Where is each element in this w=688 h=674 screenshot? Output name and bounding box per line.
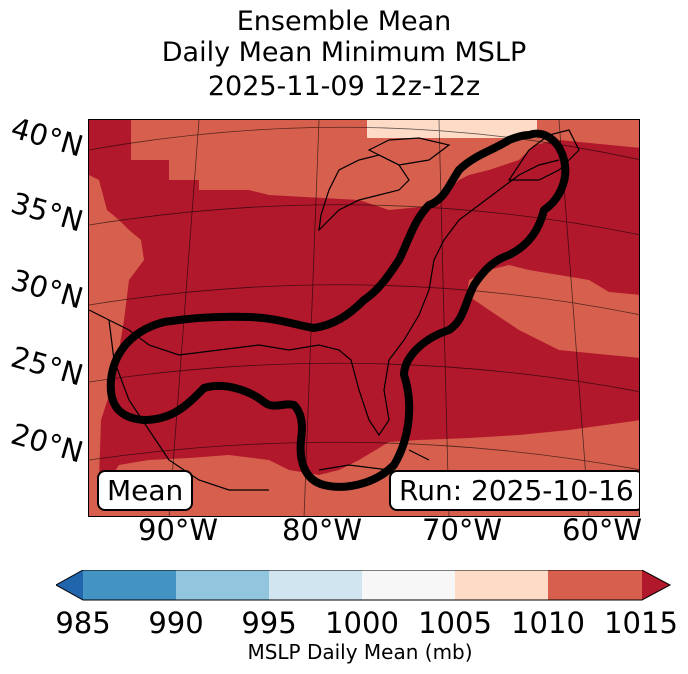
lon-label-70w: 70°W <box>422 513 503 547</box>
colorbar-segment-1010-1015 <box>548 570 642 600</box>
colorbar-label: MSLP Daily Mean (mb) <box>247 640 473 664</box>
title-line-3: 2025-11-09 12z-12z <box>207 71 481 102</box>
colorbar-tick-990: 990 <box>148 606 204 640</box>
pressure-field-1005-1010 <box>367 120 537 138</box>
colorbar-tick-1015: 1015 <box>604 606 678 640</box>
colorbar <box>56 570 672 601</box>
lat-label-30n: 30°N <box>7 262 87 316</box>
run-label-box: Run: 2025-10-16 <box>389 470 639 511</box>
colorbar-tick-995: 995 <box>241 606 297 640</box>
lat-label-25n: 25°N <box>7 339 87 393</box>
colorbar-segment-985-990 <box>83 570 176 600</box>
colorbar-tick-1000: 1000 <box>325 606 399 640</box>
colorbar-segment-995-1000 <box>269 570 362 600</box>
colorbar-tick-985: 985 <box>55 606 111 640</box>
colorbar-extend-high <box>642 570 670 600</box>
map-panel: Mean Run: 2025-10-16 <box>88 119 640 517</box>
map-canvas <box>89 120 639 516</box>
colorbar-tick-1010: 1010 <box>511 606 585 640</box>
lon-label-80w: 80°W <box>282 513 363 547</box>
mean-label-box: Mean <box>97 470 194 511</box>
lat-label-20n: 20°N <box>7 416 87 470</box>
graticule <box>89 120 639 516</box>
lat-label-40n: 40°N <box>7 110 87 164</box>
title-line-2: Daily Mean Minimum MSLP <box>161 37 527 68</box>
colorbar-segment-1000-1005 <box>362 570 455 600</box>
lon-label-90w: 90°W <box>138 513 219 547</box>
title-line-1: Ensemble Mean <box>236 6 452 37</box>
colorbar-segment-1005-1010 <box>455 570 548 600</box>
contour-1015-line <box>106 129 570 491</box>
colorbar-segment-990-995 <box>176 570 269 600</box>
lat-label-35n: 35°N <box>7 185 87 239</box>
colorbar-tick-1005: 1005 <box>418 606 492 640</box>
colorbar-extend-low <box>56 570 83 600</box>
lon-label-60w: 60°W <box>562 513 643 547</box>
